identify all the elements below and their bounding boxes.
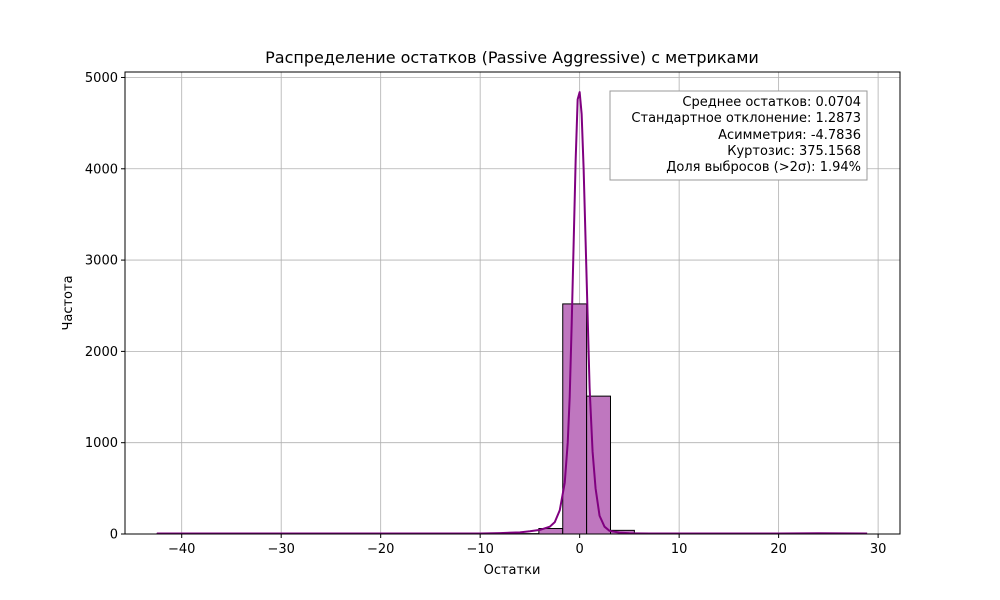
- x-tick-label: −30: [267, 542, 294, 557]
- y-axis-label: Частота: [61, 275, 76, 330]
- x-tick-label: 30: [870, 542, 887, 557]
- stats-box-frame: [609, 90, 868, 181]
- y-tick-label: 1000: [85, 436, 118, 451]
- y-tick-label: 2000: [85, 345, 118, 360]
- stats-kurtosis: Куртозис: 375.1568: [727, 144, 861, 159]
- x-axis-ticks: −40 −30 −20 −10 0 10 20 30: [168, 534, 886, 557]
- x-tick-label: −20: [367, 542, 394, 557]
- y-tick-label: 3000: [85, 254, 118, 269]
- chart-title: Распределение остатков (Passive Aggressi…: [265, 48, 759, 67]
- x-axis-label: Остатки: [484, 563, 541, 578]
- histogram-bar: [562, 303, 588, 535]
- stats-outlier-share: Доля выбросов (>2σ): 1.94%: [666, 160, 861, 175]
- kde-curve: [156, 91, 868, 535]
- stats-mean: Среднее остатков: 0.0704: [682, 95, 861, 110]
- stats-skewness: Асимметрия: -4.7836: [718, 128, 861, 143]
- x-tick-label: −10: [466, 542, 493, 557]
- x-tick-label: 10: [671, 542, 688, 557]
- plot-area-frame: [124, 71, 901, 535]
- stats-box: Среднее остатков: 0.0704 Стандартное отк…: [609, 90, 868, 181]
- y-tick-label: 0: [110, 528, 118, 543]
- x-tick-label: 0: [576, 542, 584, 557]
- stats-std: Стандартное отклонение: 1.2873: [631, 111, 861, 126]
- y-axis-ticks: 0 1000 2000 3000 4000 5000: [85, 71, 125, 543]
- y-tick-label: 4000: [85, 162, 118, 177]
- x-tick-label: −40: [168, 542, 195, 557]
- x-tick-label: 20: [770, 542, 787, 557]
- y-tick-label: 5000: [85, 71, 118, 86]
- kde-layer: [156, 91, 868, 535]
